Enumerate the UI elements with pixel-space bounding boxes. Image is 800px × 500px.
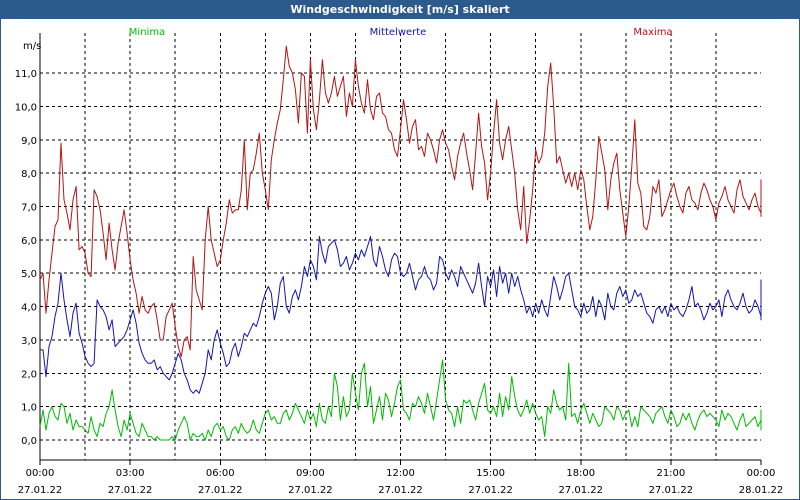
x-tick-time: 06:00: [206, 468, 235, 479]
y-tick-label: 10,0: [15, 102, 37, 113]
y-tick-label: 1,0: [21, 403, 37, 414]
grid: [40, 33, 761, 460]
y-tick-label: 7,0: [21, 202, 37, 213]
y-tick-label: 9,0: [21, 136, 37, 147]
y-tick-label: 2,0: [21, 369, 37, 380]
y-tick-label: 8,0: [21, 169, 37, 180]
x-tick-date: 27.01.22: [288, 485, 333, 496]
x-tick-date: 27.01.22: [468, 485, 513, 496]
x-tick-date: 27.01.22: [649, 485, 694, 496]
series-line-mittelwerte: [40, 236, 762, 394]
x-tick-time: 03:00: [116, 468, 145, 479]
x-tick-time: 12:00: [386, 468, 415, 479]
x-tick-date: 27.01.22: [378, 485, 423, 496]
x-tick-time: 00:00: [26, 468, 55, 479]
y-axis-unit: m/s: [23, 41, 41, 52]
y-tick-label: 6,0: [21, 236, 37, 247]
y-tick-label: 4,0: [21, 303, 37, 314]
y-tick-label: 0,0: [21, 436, 37, 447]
legend: Minima Mittelwerte Maxima: [129, 27, 673, 38]
series-group: [39, 45, 762, 441]
x-tick-date: 27.01.22: [198, 485, 243, 496]
x-tick-time: 21:00: [656, 468, 685, 479]
series-line-minima: [39, 359, 762, 441]
legend-entry-maxima: Maxima: [633, 27, 672, 38]
y-tick-label: 3,0: [21, 336, 37, 347]
legend-entry-minima: Minima: [129, 27, 165, 38]
series-line-maxima: [39, 45, 762, 358]
x-tick-time: 15:00: [476, 468, 505, 479]
x-tick-time: 18:00: [566, 468, 595, 479]
x-tick-date: 27.01.22: [558, 485, 603, 496]
x-tick-time: 09:00: [296, 468, 325, 479]
x-tick-date: 27.01.22: [18, 485, 63, 496]
axes: 0,0 1,0 2,0 3,0 4,0 5,0 6,0 7,0 8,0 9,0 10,0 11,0 m/…: [15, 33, 784, 496]
wind-speed-chart: 0,0 1,0 2,0 3,0 4,0 5,0 6,0 7,0 8,0 9,0 10,0 11,0 m/…: [15, 27, 784, 496]
window-title: Windgeschwindigkeit [m/s] skaliert: [1, 1, 799, 19]
x-tick-time: 00:00: [747, 468, 776, 479]
y-tick-label: 11,0: [15, 69, 37, 80]
y-tick-label: 5,0: [21, 269, 37, 280]
x-tick-date: 28.01.22: [739, 485, 784, 496]
x-tick-date: 27.01.22: [108, 485, 153, 496]
legend-entry-mittelwerte: Mittelwerte: [370, 27, 427, 38]
